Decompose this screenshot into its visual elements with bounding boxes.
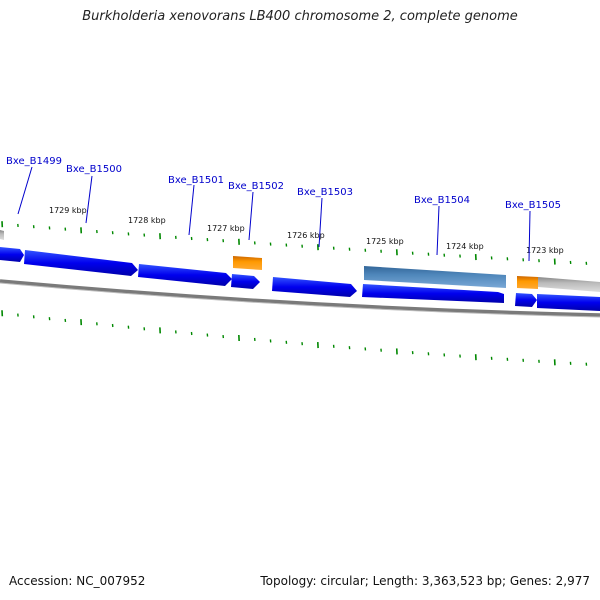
cds-arrow (272, 277, 357, 297)
cds-arrow (362, 284, 504, 303)
gene-leader-line (188, 184, 195, 236)
repeat-feature (364, 266, 506, 288)
cds-arrow (515, 293, 537, 307)
accession-text: Accession: NC_007952 (9, 574, 146, 588)
gene-leader-line (528, 210, 531, 262)
gene-label[interactable]: Bxe_B1501 (168, 175, 224, 186)
genome-summary-text: Topology: circular; Length: 3,363,523 bp… (260, 574, 590, 588)
outer-tick-ring (1, 221, 588, 265)
gene-label[interactable]: Bxe_B1502 (228, 181, 284, 192)
tick-label: 1723 kbp (526, 246, 564, 255)
rna-feature (233, 256, 262, 270)
tick-label: 1728 kbp (128, 216, 166, 225)
cds-arrow (138, 264, 232, 286)
cds-arrow (537, 294, 600, 311)
map-title: Burkholderia xenovorans LB400 chromosome… (82, 9, 518, 24)
tick-label: 1727 kbp (207, 224, 245, 233)
tick-label: 1725 kbp (366, 237, 404, 246)
gene-label[interactable]: Bxe_B1500 (66, 164, 122, 175)
inner-tick-ring (1, 310, 588, 366)
tick-label: 1726 kbp (287, 231, 325, 240)
gene-label[interactable]: Bxe_B1504 (414, 195, 470, 206)
gene-label[interactable]: Bxe_B1503 (297, 187, 353, 198)
rna-feature (517, 276, 538, 289)
gene-leader-line (85, 175, 93, 224)
cds-arrow (24, 250, 138, 276)
gene-label[interactable]: Bxe_B1499 (6, 156, 62, 167)
tick-label: 1729 kbp (49, 206, 87, 215)
tick-label: 1724 kbp (446, 242, 484, 251)
cds-arrow (231, 274, 260, 289)
feature-gray-left (0, 230, 4, 240)
gene-label[interactable]: Bxe_B1505 (505, 200, 561, 211)
gene-leader-line (17, 166, 33, 215)
gene-leader-line (248, 191, 254, 241)
gene-leader-line (318, 197, 323, 248)
gene-leader-line (436, 205, 440, 256)
feature-gray-right (538, 277, 600, 292)
backbone-arc (0, 279, 600, 317)
cds-arrow (0, 247, 24, 262)
